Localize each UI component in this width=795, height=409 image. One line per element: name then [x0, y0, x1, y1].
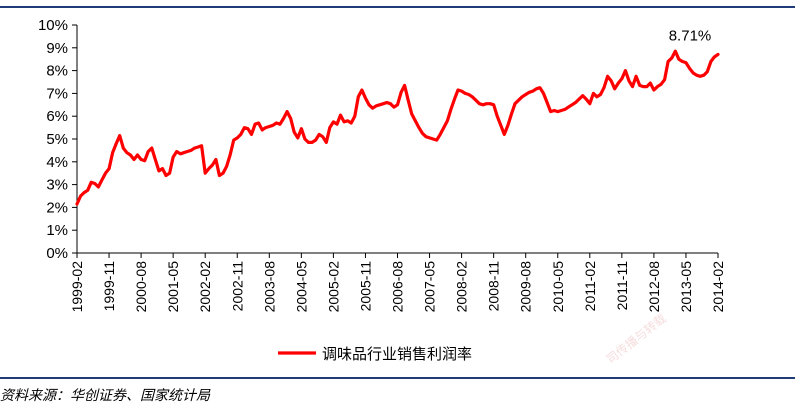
- y-tick-label: 8%: [46, 63, 68, 80]
- data-label: 8.71%: [669, 27, 712, 44]
- x-tick-label: 2011-02: [582, 261, 598, 312]
- x-tick-label: 2004-05: [293, 261, 309, 313]
- x-tick-label: 2002-02: [197, 261, 213, 313]
- x-tick-label: 2011-11: [614, 261, 630, 311]
- y-tick-label: 4%: [46, 154, 68, 171]
- y-tick-label: 7%: [46, 85, 68, 102]
- x-tick-label: 2009-08: [518, 261, 534, 313]
- series-line: [75, 49, 720, 206]
- y-tick-label: 0%: [46, 245, 68, 262]
- y-tick-label: 5%: [46, 131, 68, 148]
- x-tick-label: 2003-08: [261, 261, 277, 313]
- x-tick-label: 1999-02: [69, 261, 85, 313]
- x-tick-label: 2008-11: [486, 261, 502, 312]
- x-tick-label: 2013-05: [678, 261, 694, 313]
- x-tick-label: 2007-05: [422, 261, 438, 313]
- y-tick-label: 6%: [46, 108, 68, 125]
- x-tick-label: 2005-11: [357, 261, 373, 312]
- x-tick-label: 2014-02: [710, 261, 726, 313]
- top-rule: [0, 6, 795, 8]
- series-layer: [75, 49, 720, 206]
- x-tick-label: 1999-11: [101, 261, 117, 312]
- x-tick-label: 2010-05: [550, 261, 566, 313]
- x-tick-label: 2012-08: [646, 261, 662, 313]
- legend: 调味品行业销售利润率: [278, 345, 472, 363]
- legend-label: 调味品行业销售利润率: [322, 345, 472, 363]
- x-tick-label: 2008-02: [454, 261, 470, 313]
- y-tick-label: 9%: [46, 40, 68, 57]
- y-tick-label: 1%: [46, 222, 68, 239]
- annotation-layer: 8.71%: [669, 27, 712, 44]
- x-tick-label: 2005-02: [325, 261, 341, 313]
- x-axis: 1999-02 1999-11 2000-08 2001-05 2002-02 2002-…: [69, 252, 726, 313]
- x-tick-label: 2002-11: [229, 261, 245, 312]
- line-chart: 0% 1% 2% 3% 4% 5% 6% 7% 8% 9% 10% 1999-02 1999-11 20…: [38, 17, 726, 363]
- y-tick-label: 10%: [38, 17, 68, 34]
- x-tick-label: 2006-08: [390, 261, 406, 313]
- y-axis: 0% 1% 2% 3% 4% 5% 6% 7% 8% 9% 10%: [38, 17, 78, 262]
- x-tick-label: 2001-05: [165, 261, 181, 313]
- y-tick-label: 3%: [46, 177, 68, 194]
- y-tick-label: 2%: [46, 199, 68, 216]
- bottom-rule: [0, 377, 795, 379]
- x-tick-label: 2000-08: [133, 261, 149, 313]
- source-note: 资料来源：华创证券、国家统计局: [0, 388, 210, 404]
